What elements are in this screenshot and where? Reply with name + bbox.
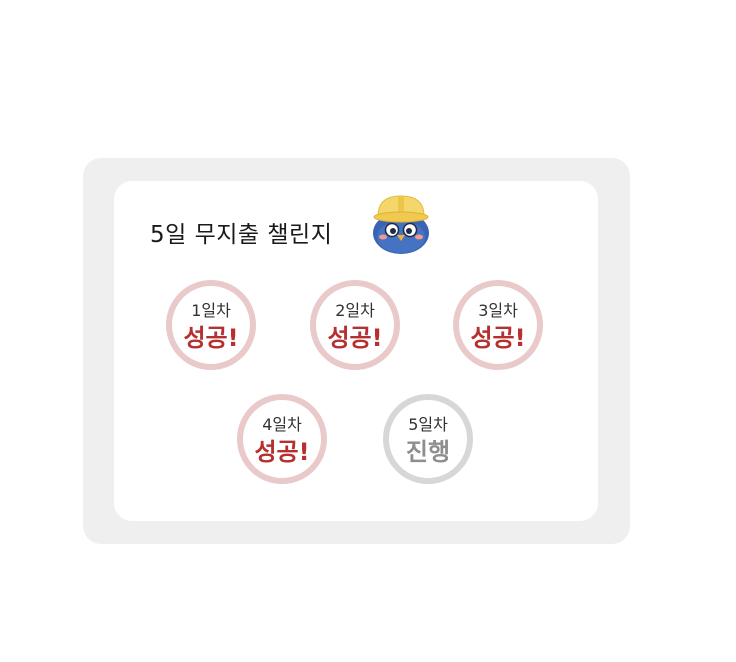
day-4-stamp: 4일차 성공! xyxy=(237,394,327,484)
day-1-status: 성공! xyxy=(183,324,239,352)
day-2-label: 2일차 xyxy=(335,301,375,320)
day-1-stamp: 1일차 성공! xyxy=(166,280,256,370)
day-2-status: 성공! xyxy=(327,324,383,352)
day-5-label: 5일차 xyxy=(408,415,448,434)
day-3-label: 3일차 xyxy=(478,301,518,320)
day-3-status: 성공! xyxy=(470,324,526,352)
day-4-label: 4일차 xyxy=(262,415,302,434)
day-5-status: 진행 xyxy=(405,438,451,466)
day-1-label: 1일차 xyxy=(191,301,231,320)
day-4-status: 성공! xyxy=(254,438,310,466)
day-2-stamp: 2일차 성공! xyxy=(310,280,400,370)
day-5-stamp: 5일차 진행 xyxy=(383,394,473,484)
day-3-stamp: 3일차 성공! xyxy=(453,280,543,370)
bird-with-hard-hat-icon xyxy=(373,195,429,254)
challenge-title: 5일 무지출 챌린지 xyxy=(150,222,333,248)
